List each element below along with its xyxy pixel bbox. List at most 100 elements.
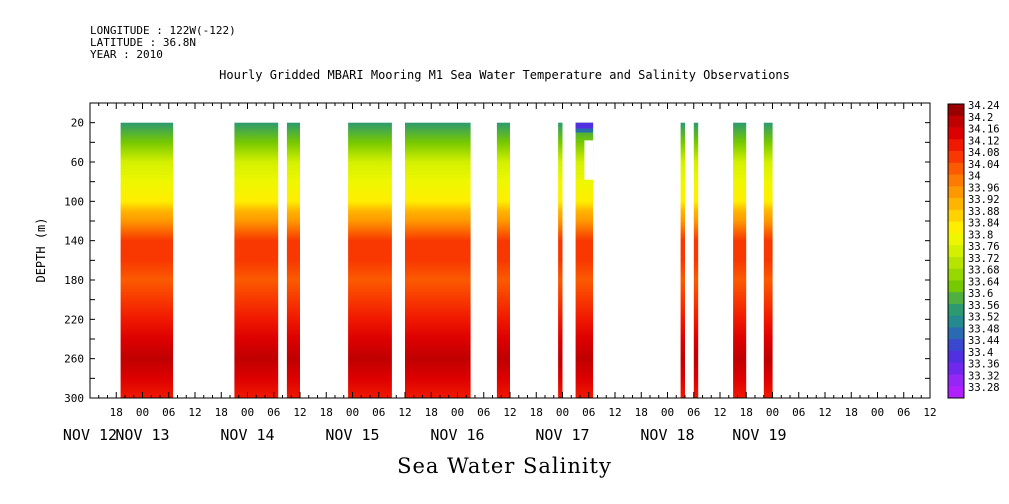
colorbar-frame: [947, 103, 965, 399]
x-day-label: NOV 19: [732, 426, 786, 444]
colorbar-cell: [948, 386, 964, 399]
colorbar-cell: [948, 303, 964, 316]
x-hour-tick-label: 18: [215, 406, 228, 419]
y-tick-label: 140: [64, 235, 84, 248]
x-day-label: NOV 18: [640, 426, 694, 444]
colorbar-label: 33.32: [968, 371, 1000, 383]
x-hour-tick-label: 06: [897, 406, 910, 419]
x-day-label: NOV 13: [115, 426, 169, 444]
colorbar-cell: [948, 339, 964, 352]
y-tick-label: 20: [71, 117, 84, 130]
x-hour-tick-label: 18: [845, 406, 858, 419]
colorbar-label: 33.72: [968, 253, 1000, 265]
data-patch-1: [575, 122, 594, 129]
data-segment-10: [693, 122, 699, 398]
x-hour-tick-label: 18: [530, 406, 543, 419]
colorbar-label: 33.92: [968, 194, 1000, 206]
x-hour-tick-label: 00: [766, 406, 779, 419]
x-hour-tick-label: 06: [582, 406, 595, 419]
colorbar-cell: [948, 198, 964, 211]
x-hour-tick-label: 00: [556, 406, 569, 419]
x-hour-tick-label: 00: [241, 406, 254, 419]
colorbar-label: 33.88: [968, 206, 1000, 218]
colorbar-cell: [948, 209, 964, 222]
x-day-label: NOV 15: [325, 426, 379, 444]
colorbar-cell: [948, 221, 964, 234]
colorbar-cell: [948, 374, 964, 387]
x-hour-tick-label: 00: [871, 406, 884, 419]
data-segment-11: [733, 122, 747, 398]
x-hour-tick-label: 06: [477, 406, 490, 419]
chart-title: Hourly Gridded MBARI Mooring M1 Sea Wate…: [219, 68, 790, 82]
y-tick-label: 300: [64, 392, 84, 405]
colorbar-label: 33.4: [968, 347, 993, 359]
colorbar-label: 33.68: [968, 265, 1000, 277]
data-segment-2: [234, 122, 279, 398]
data-segment-12: [763, 122, 773, 398]
longitude-label: LONGITUDE : 122W(-122): [90, 24, 236, 37]
x-day-label: NOV 12: [63, 426, 117, 444]
data-segment-7: [558, 122, 563, 398]
x-hour-tick-label: 06: [792, 406, 805, 419]
x-hour-tick-label: 12: [608, 406, 621, 419]
colorbar-cell: [948, 292, 964, 305]
x-hour-tick-label: 12: [923, 406, 936, 419]
x-day-label: NOV 17: [535, 426, 589, 444]
x-hour-tick-label: 00: [136, 406, 149, 419]
colorbar-label: 33.96: [968, 182, 1000, 194]
x-day-label: NOV 16: [430, 426, 484, 444]
colorbar-label: 33.28: [968, 382, 1000, 394]
plot-area: [120, 122, 773, 398]
x-hour-tick-label: 12: [293, 406, 306, 419]
colorbar-cell: [948, 127, 964, 140]
x-hour-tick-label: 06: [162, 406, 175, 419]
x-hour-tick-label: 12: [503, 406, 516, 419]
colorbar-label: 34: [968, 171, 981, 183]
x-hour-tick-label: 00: [451, 406, 464, 419]
colorbar-label: 34.24: [968, 100, 1000, 112]
data-segment-6: [496, 122, 510, 398]
colorbar-label: 33.44: [968, 335, 1000, 347]
x-hour-tick-label: 12: [818, 406, 831, 419]
year-label: YEAR : 2010: [90, 48, 163, 61]
x-hour-tick-label: 18: [110, 406, 123, 419]
data-segment-8: [575, 122, 594, 398]
colorbar-cell: [948, 151, 964, 164]
colorbar-cell: [948, 362, 964, 375]
x-hour-tick-label: 18: [740, 406, 753, 419]
colorbar-label: 33.36: [968, 359, 1000, 371]
x-hour-tick-label: 06: [267, 406, 280, 419]
colorbar-cell: [948, 104, 964, 117]
colorbar-label: 33.76: [968, 241, 1000, 253]
colorbar-label: 33.48: [968, 323, 1000, 335]
colorbar-cell: [948, 256, 964, 269]
colorbar-cell: [948, 315, 964, 328]
data-segment-1: [120, 122, 174, 398]
y-axis-label: DEPTH (m): [34, 217, 48, 282]
x-day-label: NOV 14: [220, 426, 274, 444]
colorbar-label: 33.8: [968, 229, 993, 241]
colorbar-label: 34.2: [968, 112, 993, 124]
colorbar-label: 34.08: [968, 147, 1000, 159]
data-segment-5: [405, 122, 471, 398]
x-hour-tick-label: 06: [372, 406, 385, 419]
y-tick-label: 180: [64, 274, 84, 287]
colorbar-label: 33.64: [968, 276, 1000, 288]
data-patch-3: [584, 140, 594, 180]
colorbar-cell: [948, 327, 964, 340]
x-hour-tick-label: 00: [661, 406, 674, 419]
y-tick-label: 220: [64, 313, 84, 326]
variable-title: Sea Water Salinity: [397, 454, 612, 478]
data-patch-2: [575, 128, 594, 133]
colorbar-cell: [948, 233, 964, 246]
x-hour-tick-label: 18: [635, 406, 648, 419]
colorbar-cell: [948, 186, 964, 199]
colorbar-cell: [948, 268, 964, 281]
colorbar-cell: [948, 162, 964, 175]
colorbar: 34.2434.234.1634.1234.0834.043433.9633.9…: [947, 100, 1000, 399]
x-hour-tick-label: 18: [425, 406, 438, 419]
colorbar-label: 34.16: [968, 124, 1000, 136]
x-hour-tick-label: 12: [398, 406, 411, 419]
colorbar-cell: [948, 115, 964, 128]
colorbar-cell: [948, 174, 964, 187]
